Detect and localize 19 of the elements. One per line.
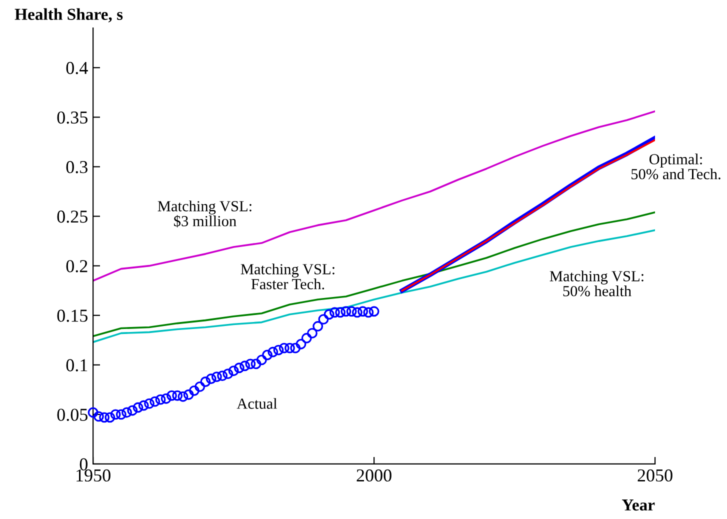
y-tick-label: 0.25 (57, 210, 88, 223)
annotation: Matching VSL: Faster Tech. (240, 264, 334, 290)
y-axis-title: Health Share, s (14, 8, 123, 22)
x-axis-title: Year (622, 500, 655, 511)
x-tick-label: 1950 (76, 469, 110, 482)
annotation: Optimal: 50% and Tech. (632, 154, 720, 180)
y-tick-label: 0 (80, 458, 88, 470)
y-tick-label: 0.3 (66, 161, 88, 174)
y-tick-label: 0.1 (66, 359, 88, 372)
x-tick-label: 2050 (638, 469, 672, 482)
annotation: Matching VSL: $3 million (158, 200, 252, 228)
y-tick-label: 0.05 (57, 408, 88, 421)
y-tick-label: 0.15 (57, 310, 88, 322)
annotation: Matching VSL: 50% health (550, 270, 644, 296)
x-tick-label: 2000 (356, 469, 392, 482)
y-tick-label: 0.35 (57, 111, 88, 124)
annotation: Actual (236, 398, 278, 409)
y-tick-label: 0.4 (66, 62, 88, 74)
y-tick-label: 0.2 (66, 260, 88, 272)
